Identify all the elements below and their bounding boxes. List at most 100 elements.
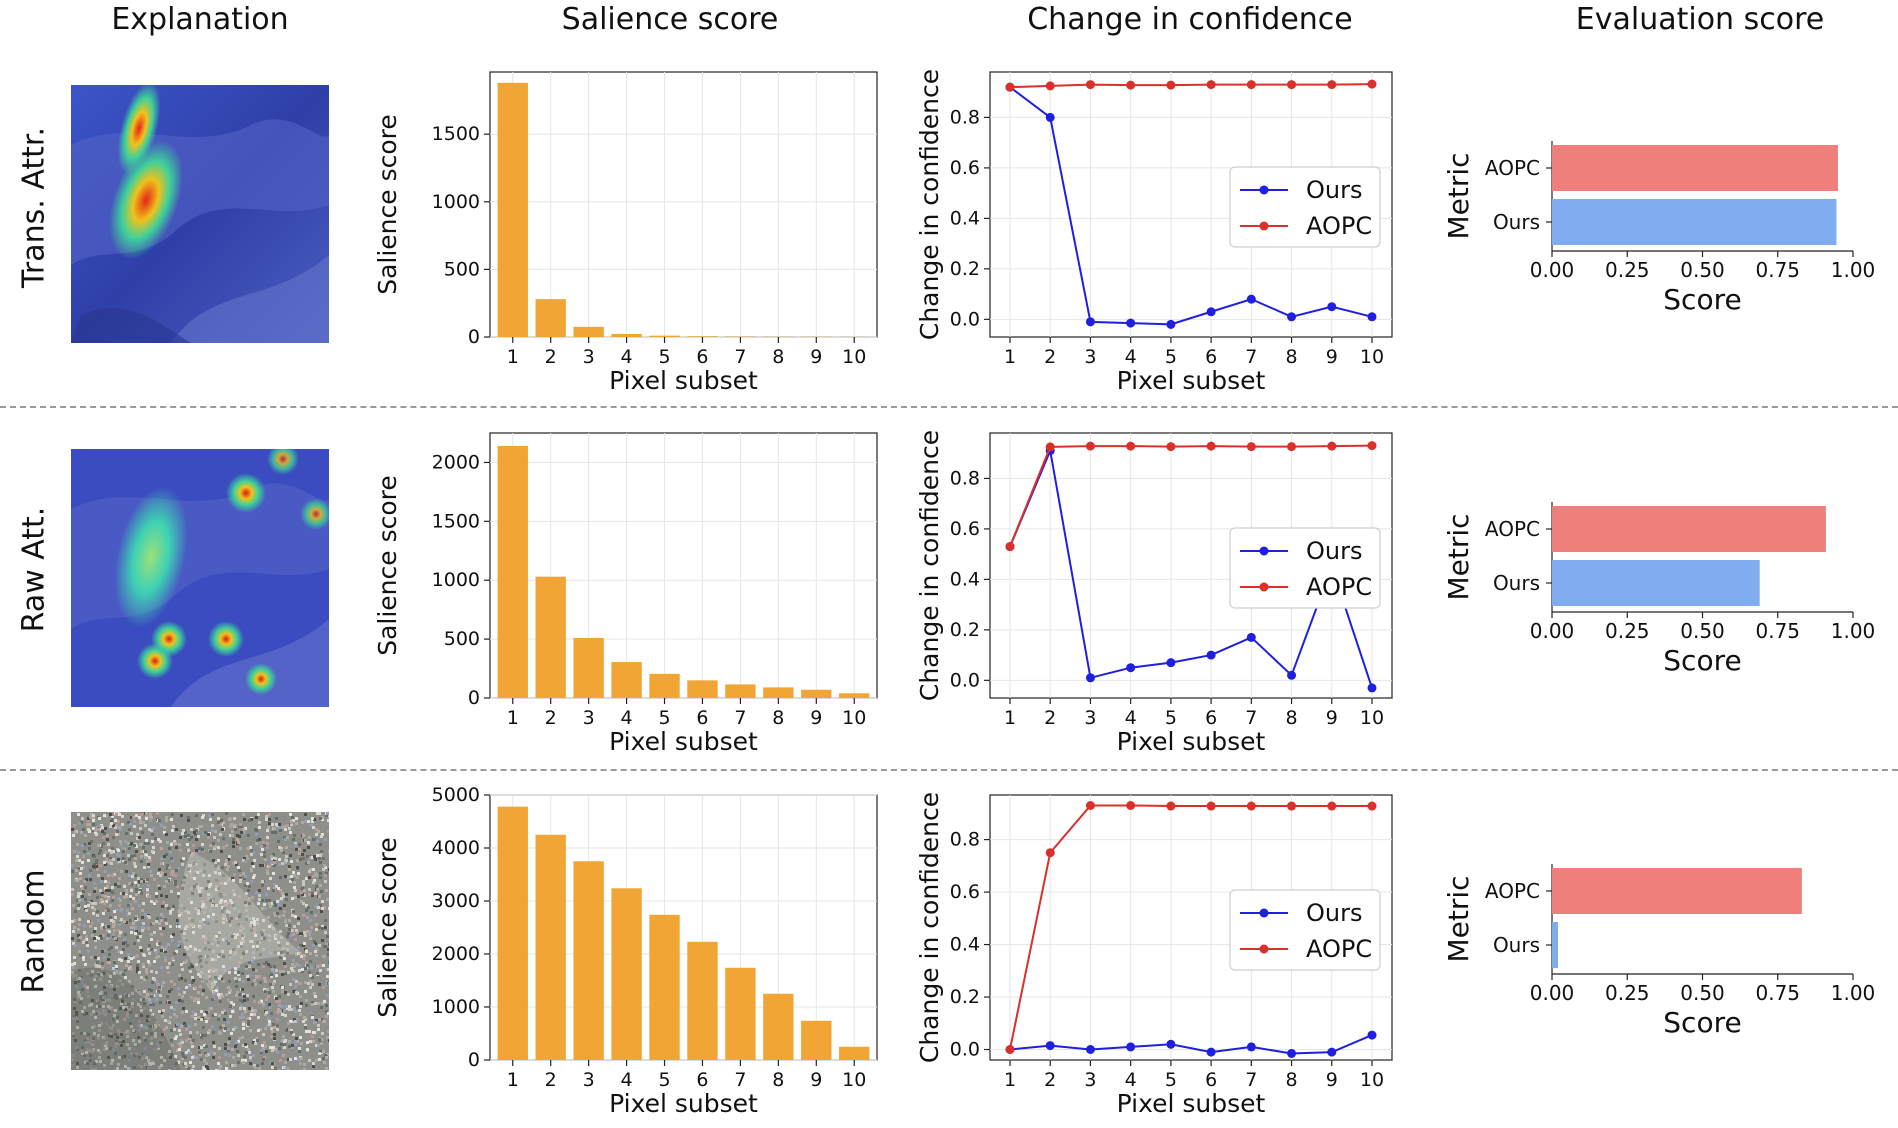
y-tick-label: 2000 xyxy=(432,943,480,965)
point-aopc xyxy=(1085,800,1095,810)
point-aopc xyxy=(1005,1045,1015,1055)
bar xyxy=(573,637,604,698)
x-tick-label: 6 xyxy=(696,707,708,729)
explanation-image-random xyxy=(71,812,329,1070)
y-tick-label: 0 xyxy=(468,326,480,348)
y-tick-label: 0.2 xyxy=(950,619,980,641)
point-ours xyxy=(1246,632,1256,642)
x-tick-label: 3 xyxy=(583,346,595,368)
point-aopc xyxy=(1327,801,1337,811)
x-tick-label: 5 xyxy=(658,707,670,729)
legend-label: Ours xyxy=(1306,537,1362,565)
point-ours xyxy=(1287,312,1297,322)
x-tick-label: 10 xyxy=(1360,707,1384,729)
eval-bar xyxy=(1552,506,1826,552)
point-ours xyxy=(1126,663,1136,673)
x-axis-label: Pixel subset xyxy=(1117,366,1266,395)
x-tick-label: 1 xyxy=(1004,707,1016,729)
x-tick-label: 1 xyxy=(1004,1069,1016,1091)
x-tick-label: 9 xyxy=(810,1069,822,1091)
plot-frame xyxy=(489,71,878,338)
y-tick-label: 0.4 xyxy=(950,934,980,956)
legend-marker xyxy=(1259,944,1269,954)
x-tick-label: 0.50 xyxy=(1680,258,1725,282)
point-ours xyxy=(1126,1042,1136,1052)
point-aopc xyxy=(1327,441,1337,451)
x-tick-label: 10 xyxy=(842,1069,866,1091)
y-tick-label: 500 xyxy=(444,258,480,280)
column-header-salience: Salience score xyxy=(561,2,779,37)
bar xyxy=(535,299,566,337)
series-line-ours xyxy=(1009,1034,1373,1055)
eval-bar xyxy=(1552,145,1838,191)
x-tick-label: 1.00 xyxy=(1831,619,1876,643)
x-axis-label: Pixel subset xyxy=(609,727,758,756)
legend-marker xyxy=(1259,908,1269,918)
x-tick-label: 1 xyxy=(507,1069,519,1091)
x-tick-label: 0.75 xyxy=(1755,619,1800,643)
bar xyxy=(839,693,870,698)
x-tick-label: 1 xyxy=(507,346,519,368)
y-tick-label: AOPC xyxy=(1485,156,1540,180)
x-tick-label: 2 xyxy=(545,707,557,729)
x-tick-label: 6 xyxy=(696,1069,708,1091)
x-axis-label: Pixel subset xyxy=(1117,1089,1266,1118)
bar xyxy=(687,941,718,1060)
point-ours xyxy=(1166,1039,1176,1049)
y-tick-label: 4000 xyxy=(432,837,480,859)
y-tick-label: 3000 xyxy=(432,890,480,912)
x-tick-label: 8 xyxy=(772,1069,784,1091)
plot-frame xyxy=(989,794,1393,1061)
bar xyxy=(801,1020,832,1060)
point-ours xyxy=(1085,317,1095,327)
point-aopc xyxy=(1246,801,1256,811)
y-tick-label: Ours xyxy=(1493,210,1540,234)
x-tick-label: 7 xyxy=(1245,1069,1257,1091)
point-ours xyxy=(1367,1030,1377,1040)
x-tick-label: 5 xyxy=(1165,346,1177,368)
bar xyxy=(497,82,528,337)
y-tick-label: 0.6 xyxy=(950,157,980,179)
x-tick-label: 4 xyxy=(1125,707,1137,729)
x-tick-label: 0.25 xyxy=(1605,981,1650,1005)
y-axis-label: Change in confidence xyxy=(915,792,944,1063)
x-tick-label: 4 xyxy=(621,346,633,368)
point-ours xyxy=(1206,1047,1216,1057)
point-ours xyxy=(1327,302,1337,312)
x-tick-label: 5 xyxy=(658,346,670,368)
y-axis-label: Metric xyxy=(1442,875,1475,962)
point-aopc xyxy=(1166,442,1176,452)
point-aopc xyxy=(1126,80,1136,90)
x-tick-label: 0.50 xyxy=(1680,619,1725,643)
x-tick-label: 4 xyxy=(621,1069,633,1091)
x-tick-label: 3 xyxy=(583,1069,595,1091)
y-tick-label: 0.2 xyxy=(950,258,980,280)
point-ours xyxy=(1246,1042,1256,1052)
column-header-evaluation: Evaluation score xyxy=(1575,2,1825,37)
y-tick-label: 0.4 xyxy=(950,207,980,229)
plot-frame xyxy=(989,432,1393,699)
point-aopc xyxy=(1246,80,1256,90)
x-tick-label: 4 xyxy=(621,707,633,729)
y-tick-label: 1000 xyxy=(432,569,480,591)
bar xyxy=(763,993,794,1060)
legend-marker xyxy=(1259,221,1269,231)
x-tick-label: 10 xyxy=(1360,1069,1384,1091)
x-tick-label: 2 xyxy=(545,1069,557,1091)
x-axis-label: Score xyxy=(1663,1006,1741,1039)
point-ours xyxy=(1206,650,1216,660)
bar xyxy=(611,334,642,337)
legend-label: AOPC xyxy=(1306,573,1372,601)
y-tick-label: 0 xyxy=(468,1049,480,1071)
point-ours xyxy=(1126,318,1136,328)
x-tick-label: 0.75 xyxy=(1755,258,1800,282)
eval-bar xyxy=(1552,922,1559,968)
x-tick-label: 9 xyxy=(1326,346,1338,368)
bar xyxy=(801,689,832,698)
series-line-aopc xyxy=(1009,804,1372,1050)
bar xyxy=(725,684,756,698)
y-tick-label: 500 xyxy=(444,628,480,650)
y-axis-label: Salience score xyxy=(373,837,402,1018)
point-aopc xyxy=(1126,800,1136,810)
x-tick-label: 2 xyxy=(545,346,557,368)
